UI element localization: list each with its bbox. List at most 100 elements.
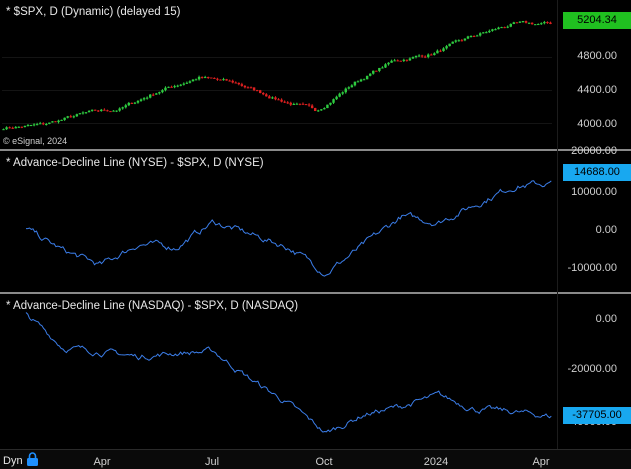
spx-price-chart[interactable] <box>0 0 631 149</box>
candle <box>457 40 461 42</box>
candle <box>430 54 433 56</box>
candle <box>420 55 424 57</box>
candle <box>38 123 42 125</box>
candle <box>142 98 146 100</box>
candle <box>179 84 182 86</box>
candle <box>213 77 216 79</box>
candle <box>332 99 335 103</box>
y-tick-label: 10000.00 <box>571 186 617 198</box>
candle <box>463 38 467 41</box>
candle <box>255 90 259 92</box>
candle <box>252 87 256 91</box>
candle <box>353 81 357 86</box>
candle <box>521 21 525 23</box>
candle <box>262 93 265 95</box>
nyse-adline-pane[interactable]: * Advance-Decline Line (NYSE) - $SPX, D … <box>0 145 631 292</box>
nasdaq-adline-chart[interactable] <box>0 294 631 449</box>
candle <box>161 90 164 93</box>
candle <box>63 117 66 120</box>
candle <box>8 127 11 129</box>
candle <box>35 124 39 126</box>
nyse-adline-chart[interactable] <box>0 151 631 292</box>
candle <box>133 102 137 104</box>
candle <box>304 104 308 106</box>
candle <box>497 27 500 30</box>
candle <box>478 33 482 36</box>
candle <box>454 40 457 42</box>
pane-title: * Advance-Decline Line (NYSE) - $SPX, D … <box>6 157 264 169</box>
candle <box>524 21 528 23</box>
candle <box>75 114 79 117</box>
candle <box>289 102 292 105</box>
candle <box>546 22 549 24</box>
candle <box>152 94 155 96</box>
candle <box>100 109 103 112</box>
candle <box>118 108 121 111</box>
candle <box>411 57 415 59</box>
candle <box>466 36 470 39</box>
y-tick-label: 4800.00 <box>577 50 617 62</box>
candle <box>533 24 537 26</box>
candle <box>515 22 519 24</box>
pane-separator[interactable] <box>0 149 631 151</box>
candle <box>112 110 115 112</box>
candle <box>485 32 488 34</box>
candle <box>372 70 375 74</box>
candle <box>210 77 213 79</box>
candle <box>124 105 127 108</box>
candle <box>301 103 305 105</box>
candle <box>60 119 63 121</box>
padlock-icon[interactable] <box>26 452 39 466</box>
candle <box>338 93 341 97</box>
candle <box>362 79 366 81</box>
candle <box>482 32 485 34</box>
y-tick-label: 0.00 <box>595 313 617 325</box>
candle <box>530 22 534 25</box>
candle <box>488 30 491 33</box>
candle <box>69 116 72 118</box>
candle <box>42 123 45 125</box>
candle <box>268 96 271 99</box>
candle <box>423 56 427 58</box>
candle <box>219 79 222 81</box>
candle <box>368 73 372 76</box>
pane-title: * Advance-Decline Line (NASDAQ) - $SPX, … <box>6 300 299 312</box>
spx-price-pane[interactable]: * $SPX, D (Dynamic) (delayed 15) © eSign… <box>0 0 631 149</box>
candle <box>436 50 439 54</box>
candle <box>97 110 100 112</box>
candle <box>54 121 57 123</box>
dynamic-mode-label[interactable]: Dyn <box>3 455 23 467</box>
candle <box>280 99 283 102</box>
candle <box>494 29 497 31</box>
candle <box>78 113 82 115</box>
candle <box>405 59 409 61</box>
candle <box>5 127 8 130</box>
candle <box>356 81 360 83</box>
candle <box>87 110 91 113</box>
y-tick-label: 20000.00 <box>571 145 617 157</box>
candle <box>295 103 299 105</box>
candle <box>427 54 430 57</box>
nasdaq-adline-pane[interactable]: * Advance-Decline Line (NASDAQ) - $SPX, … <box>0 294 631 449</box>
adline-series <box>25 312 552 433</box>
candle <box>341 92 344 94</box>
pane-separator[interactable] <box>0 292 631 294</box>
candle <box>414 55 418 58</box>
candle <box>347 87 351 89</box>
candle <box>350 85 354 88</box>
candle <box>277 99 280 101</box>
candle <box>176 85 179 87</box>
x-tick-label: Apr <box>532 456 550 468</box>
candle <box>365 75 369 80</box>
candles <box>2 20 552 131</box>
candle <box>283 101 286 103</box>
candle <box>307 104 311 106</box>
candle <box>390 60 393 63</box>
candle <box>191 79 195 82</box>
y-tick-label: 4000.00 <box>577 118 617 130</box>
candle <box>194 79 198 81</box>
time-axis[interactable]: Dyn Apr Jul Oct 2024 Apr <box>0 449 631 469</box>
candle <box>26 125 30 127</box>
candle <box>90 109 94 111</box>
candle <box>393 60 396 62</box>
